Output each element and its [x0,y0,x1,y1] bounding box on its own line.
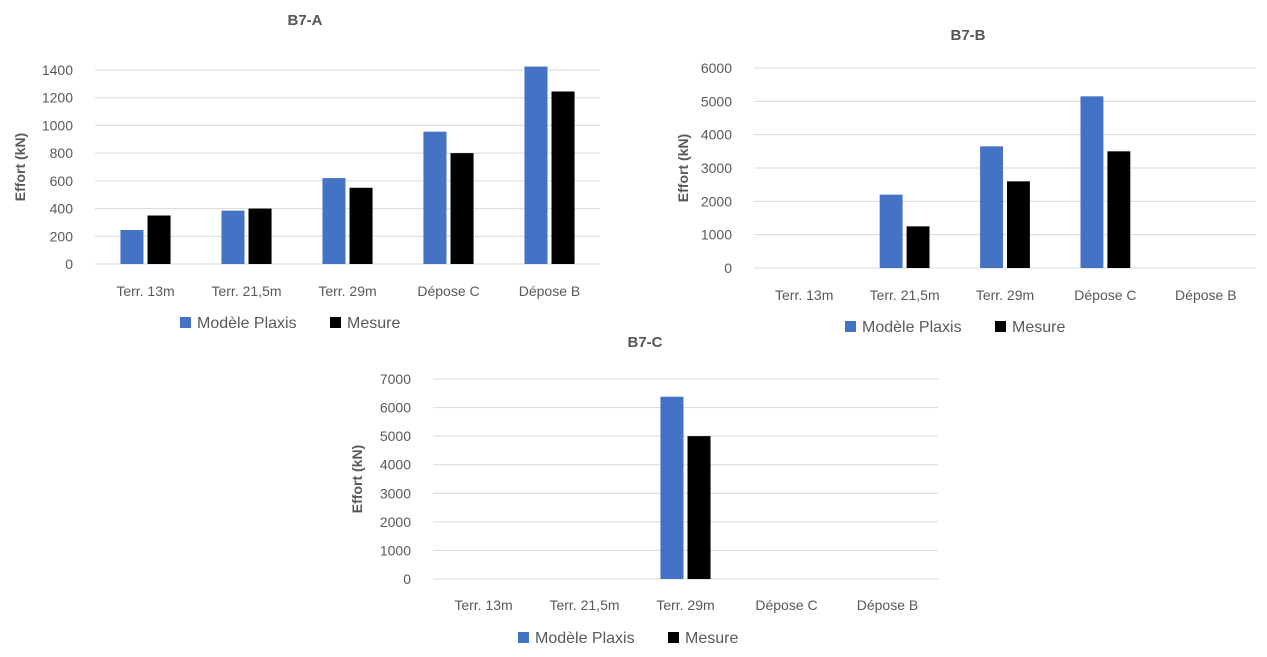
x-tick-label: Terr. 13m [116,283,174,299]
y-tick-label: 6000 [380,400,411,416]
y-tick-label: 800 [50,145,74,161]
bar-mesure [906,226,930,268]
x-tick-label: Terr. 29m [318,283,376,299]
legend-swatch-mesure [995,321,1006,332]
legend-label-mesure: Mesure [1012,319,1065,336]
x-tick-label: Dépose C [1074,287,1136,303]
y-tick-label: 0 [403,571,411,587]
y-axis-label: Effort (kN) [12,133,28,201]
y-tick-label: 5000 [701,93,732,109]
chart-svg: B7-B 0 1000 2000 3000 4000 5000 6000 Effort (kN)… [675,27,1256,336]
chart-title: B7-A [287,12,322,29]
legend-swatch-mesure [330,317,341,328]
y-tick-label: 1200 [42,90,73,106]
bar-modele-plaxis [980,146,1003,268]
y-tick-label: 4000 [701,127,732,143]
y-tick-label: 600 [50,173,74,189]
legend-swatch-modele-plaxis [518,632,529,643]
bar-mesure [147,215,171,264]
bar-mesure [1107,151,1131,268]
bar-modele-plaxis [221,210,245,264]
y-tick-label: 1000 [380,542,411,558]
bar-modele-plaxis [322,178,346,264]
x-tick-label: Dépose C [755,597,817,613]
x-tick-label: Dépose C [417,283,479,299]
chart-svg: B7-C 0 1000 2000 3000 4000 5000 6000 7000 Effort … [349,334,938,647]
legend-label-modele-plaxis: Modèle Plaxis [862,319,962,336]
y-tick-label: 4000 [380,457,411,473]
y-axis-label: Effort (kN) [349,445,365,513]
bar-modele-plaxis [660,396,684,579]
y-tick-label: 2000 [380,514,411,530]
chart-b7-b: B7-B 0 1000 2000 3000 4000 5000 6000 Effort (kN)… [668,15,1267,350]
chart-b7-a: B7-A 0 200 400 600 800 1000 1200 1400 Effort (kN)… [0,0,620,345]
y-tick-label: 2000 [701,193,732,209]
bar-mesure [450,153,474,264]
bar-mesure [1007,181,1030,268]
bar-modele-plaxis [120,230,144,264]
bar-mesure [551,91,575,264]
legend-label-mesure: Mesure [347,315,400,332]
chart-title: B7-C [627,334,662,351]
y-tick-label: 1000 [701,227,732,243]
y-tick-label: 3000 [701,160,732,176]
y-tick-label: 0 [724,260,732,276]
bar-modele-plaxis [1080,96,1104,268]
y-tick-label: 0 [65,256,73,272]
bar-modele-plaxis [423,131,447,264]
x-tick-label: Terr. 13m [454,597,512,613]
legend-label-modele-plaxis: Modèle Plaxis [197,315,297,332]
x-tick-label: Terr. 21,5m [870,287,940,303]
legend-swatch-mesure [668,632,679,643]
chart-b7-c: B7-C 0 1000 2000 3000 4000 5000 6000 7000 Effort … [338,325,958,652]
y-axis-label: Effort (kN) [675,134,691,202]
bar-modele-plaxis [879,194,903,268]
bar-mesure [349,187,373,264]
legend-swatch-modele-plaxis [845,321,856,332]
legend-label-mesure: Mesure [685,630,738,647]
x-tick-label: Terr. 29m [976,287,1034,303]
legend-label-modele-plaxis: Modèle Plaxis [535,630,635,647]
y-tick-label: 200 [50,228,74,244]
x-tick-label: Terr. 21,5m [211,283,281,299]
x-tick-label: Dépose B [1175,287,1236,303]
x-tick-label: Terr. 13m [775,287,833,303]
x-tick-label: Dépose B [857,597,918,613]
y-tick-label: 5000 [380,428,411,444]
y-tick-label: 7000 [380,371,411,387]
y-tick-label: 400 [50,201,74,217]
y-tick-label: 3000 [380,485,411,501]
x-tick-label: Terr. 21,5m [549,597,619,613]
y-tick-label: 1400 [42,62,73,78]
chart-svg: B7-A 0 200 400 600 800 1000 1200 1400 Effort (kN)… [12,12,600,332]
y-tick-label: 6000 [701,60,732,76]
chart-title: B7-B [950,27,985,44]
x-tick-label: Terr. 29m [656,597,714,613]
x-tick-label: Dépose B [519,283,580,299]
legend-swatch-modele-plaxis [180,317,191,328]
bar-mesure [248,208,272,264]
bar-modele-plaxis [524,66,548,265]
y-tick-label: 1000 [42,117,73,133]
bar-mesure [687,436,711,579]
